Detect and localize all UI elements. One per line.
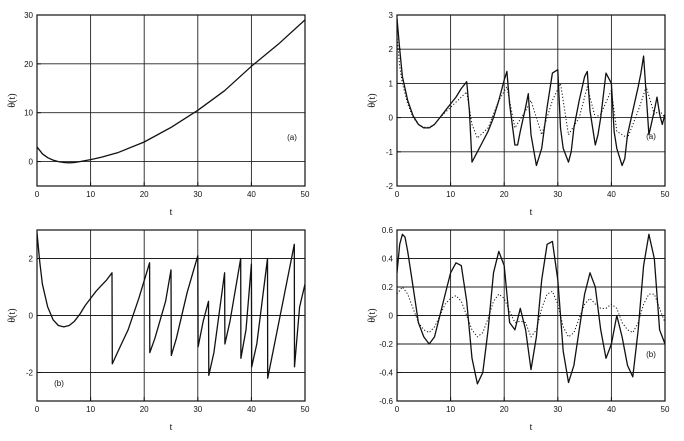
x-axis-label: t	[170, 207, 173, 218]
panel-label: (b)	[646, 350, 656, 359]
chart-panel-top-left: 0 10 20 30 40 50 0 10 20 30 t θ(t) (a)	[7, 11, 310, 218]
y-tick-label: 0	[29, 158, 34, 167]
series-line-dotted	[397, 35, 665, 139]
series-line-solid	[397, 233, 665, 385]
x-tick-label: 10	[86, 405, 95, 414]
panel-label: (a)	[646, 132, 656, 141]
x-tick-label: 30	[553, 405, 562, 414]
x-tick-label: 40	[247, 405, 256, 414]
x-tick-label: 20	[500, 190, 509, 199]
y-tick-label: 0.4	[382, 255, 394, 264]
panel-label: (a)	[287, 133, 297, 142]
y-tick-label: 10	[24, 109, 33, 118]
y-tick-label: 1	[389, 79, 394, 88]
y-tick-label: 30	[24, 11, 33, 20]
x-axis-label: t	[530, 207, 533, 218]
x-tick-label: 30	[193, 190, 202, 199]
x-tick-label: 50	[661, 405, 670, 414]
y-tick-label: 0.2	[382, 283, 394, 292]
x-tick-label: 10	[446, 190, 455, 199]
y-tick-label: 2	[389, 45, 394, 54]
y-tick-label: 0.6	[382, 226, 394, 235]
x-tick-label: 0	[395, 405, 400, 414]
x-tick-label: 40	[247, 190, 256, 199]
x-tick-label: 30	[553, 190, 562, 199]
x-tick-label: 10	[446, 405, 455, 414]
x-tick-label: 50	[301, 405, 310, 414]
y-axis-label: θ(t)	[367, 308, 378, 322]
y-tick-label: 0	[29, 312, 34, 321]
y-tick-label: -2	[386, 182, 394, 191]
x-tick-label: 20	[140, 405, 149, 414]
series-line-solid	[37, 232, 305, 379]
chart-panel-bottom-right: 0 10 20 30 40 50 -0.6 -0.4 -0.2 0 0.2 0.4 0.6 t θ(t) (b…	[367, 226, 670, 433]
x-tick-label: 50	[301, 190, 310, 199]
x-axis-label: t	[530, 422, 533, 433]
y-tick-label: 20	[24, 60, 33, 69]
x-tick-label: 0	[395, 190, 400, 199]
y-tick-label: -2	[26, 369, 34, 378]
plot-frame	[36, 14, 306, 187]
x-tick-label: 20	[500, 405, 509, 414]
x-tick-label: 20	[140, 190, 149, 199]
x-tick-label: 50	[661, 190, 670, 199]
y-tick-label: -0.4	[379, 369, 393, 378]
y-tick-label: -1	[386, 148, 394, 157]
x-tick-label: 40	[607, 190, 616, 199]
y-axis-label: θ(t)	[7, 308, 18, 322]
chart-panel-top-right: 0 10 20 30 40 50 -2 -1 0 1 2 3 t θ(t) (a)	[367, 11, 670, 218]
y-axis-label: θ(t)	[7, 93, 18, 107]
y-tick-label: 2	[29, 255, 34, 264]
y-axis-label: θ(t)	[367, 93, 378, 107]
plot-frame	[396, 14, 666, 187]
x-axis-label: t	[170, 422, 173, 433]
x-tick-label: 10	[86, 190, 95, 199]
panel-label: (b)	[54, 379, 64, 388]
y-tick-label: 0	[389, 114, 394, 123]
y-tick-label: 3	[389, 11, 394, 20]
y-tick-label: 0	[389, 312, 394, 321]
series-line-solid	[37, 19, 305, 164]
x-tick-label: 30	[193, 405, 202, 414]
x-tick-label: 0	[35, 405, 40, 414]
series-line-solid	[397, 18, 665, 167]
y-tick-label: -0.6	[379, 397, 393, 406]
series-line-dotted	[397, 286, 665, 338]
chart-panel-bottom-left: 0 10 20 30 40 50 -2 0 2 t θ(t) (b)	[7, 229, 310, 433]
x-tick-label: 0	[35, 190, 40, 199]
y-tick-label: -0.2	[379, 340, 393, 349]
x-tick-label: 40	[607, 405, 616, 414]
